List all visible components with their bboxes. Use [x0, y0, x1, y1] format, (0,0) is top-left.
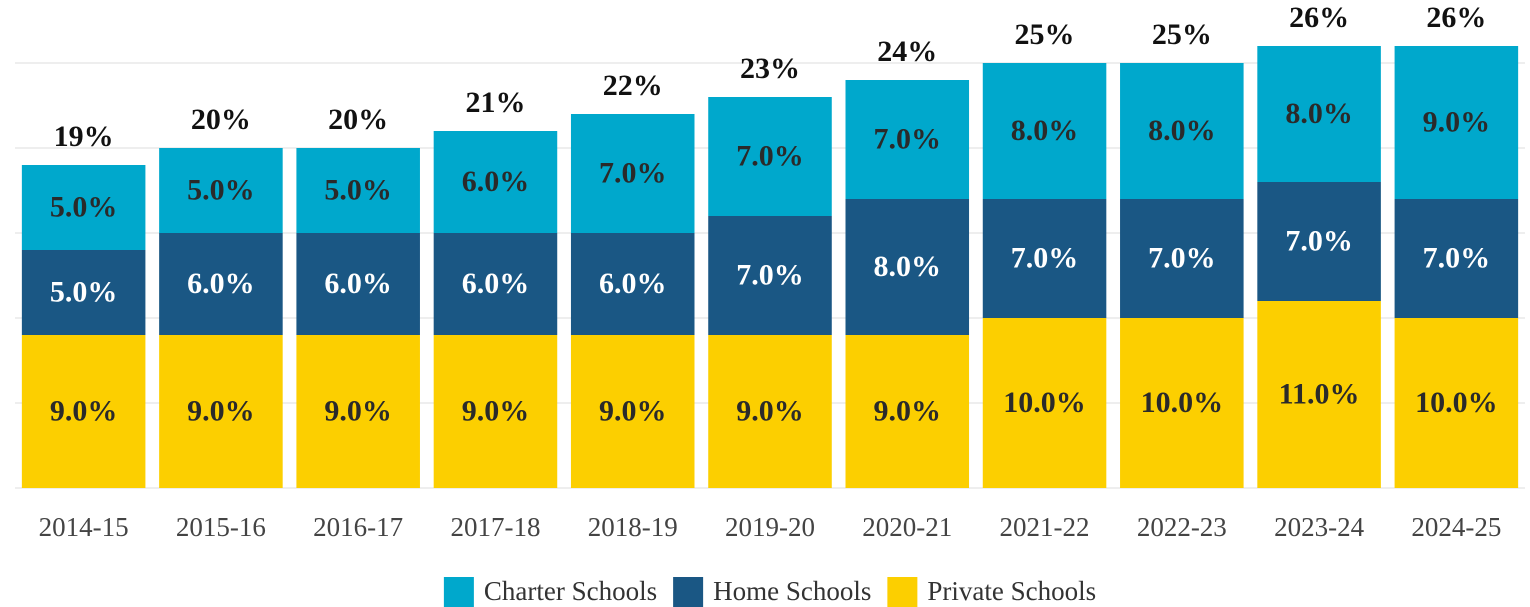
bar-segment [21, 250, 146, 335]
data-label: 5.0% [324, 173, 392, 206]
bar-segment [1394, 318, 1519, 488]
bar-segment [708, 97, 832, 216]
data-label: 6.0% [324, 267, 392, 300]
data-label: 7.0% [874, 122, 942, 155]
legend-swatch [673, 577, 704, 607]
data-label: 7.0% [736, 139, 804, 172]
x-tick-label: 2022-23 [1137, 512, 1227, 542]
data-label: 7.0% [599, 156, 667, 189]
bar-segment [296, 233, 420, 335]
x-tick-label: 2023-24 [1274, 512, 1364, 542]
data-label: 7.0% [1285, 224, 1353, 257]
bar-segment [1120, 318, 1244, 488]
bar-segment [1257, 182, 1381, 301]
data-label: 9.0% [599, 394, 667, 427]
legend-swatch [443, 577, 474, 607]
total-label: 25% [1152, 18, 1212, 51]
bar-segment [433, 335, 558, 488]
data-label: 5.0% [187, 173, 255, 206]
x-tick-label: 2024-25 [1411, 512, 1501, 542]
bar-segment [159, 148, 283, 233]
legend-swatch [887, 577, 918, 607]
data-label: 8.0% [874, 250, 942, 283]
data-label: 8.0% [1011, 114, 1079, 147]
bar-segment [159, 335, 283, 488]
data-label: 10.0% [1141, 386, 1224, 419]
data-label: 9.0% [50, 394, 118, 427]
data-label: 9.0% [187, 394, 255, 427]
bar-segment [1257, 301, 1381, 488]
data-label: 8.0% [1285, 97, 1353, 130]
bar-segment [1257, 46, 1381, 182]
data-label: 8.0% [1148, 114, 1216, 147]
data-label: 7.0% [1011, 241, 1079, 274]
data-label: 7.0% [736, 258, 804, 291]
bar-segment [159, 233, 283, 335]
x-tick-label: 2014-15 [39, 512, 129, 542]
total-label: 23% [740, 52, 800, 85]
data-label: 9.0% [874, 394, 942, 427]
x-tick-label: 2020-21 [862, 512, 952, 542]
x-tick-label: 2021-22 [1000, 512, 1090, 542]
data-label: 5.0% [50, 275, 118, 308]
total-label: 22% [603, 69, 663, 102]
x-tick-label: 2019-20 [725, 512, 815, 542]
bar-segment [21, 165, 146, 250]
data-label: 9.0% [324, 394, 392, 427]
data-label: 7.0% [1423, 241, 1491, 274]
total-label: 20% [191, 103, 251, 136]
data-label: 9.0% [1423, 105, 1491, 138]
x-tick-label: 2015-16 [176, 512, 266, 542]
total-label: 26% [1289, 1, 1349, 34]
x-tick-label: 2017-18 [450, 512, 540, 542]
legend: Charter Schools Home Schools Private Schoo… [443, 576, 1096, 607]
data-label: 7.0% [1148, 241, 1216, 274]
data-label: 9.0% [462, 394, 530, 427]
data-label: 6.0% [462, 165, 530, 198]
data-label: 10.0% [1003, 386, 1086, 419]
data-label: 10.0% [1415, 386, 1498, 419]
data-label: 6.0% [187, 267, 255, 300]
bar-segment [982, 199, 1107, 318]
bar-segment [296, 335, 420, 488]
data-label: 11.0% [1279, 377, 1360, 410]
x-tick-label: 2016-17 [313, 512, 403, 542]
data-label: 9.0% [736, 394, 804, 427]
bar-segment [1394, 46, 1519, 199]
bar-segment [1120, 199, 1244, 318]
data-label: 6.0% [462, 267, 530, 300]
total-label: 20% [328, 103, 388, 136]
legend-label: Private Schools [927, 576, 1096, 606]
legend-label: Home Schools [713, 576, 871, 606]
bar-segment [433, 233, 558, 335]
total-label: 21% [465, 86, 525, 119]
total-label: 24% [877, 35, 937, 68]
bar-segment [570, 335, 695, 488]
bar-segment [982, 63, 1107, 199]
bar-segment [1120, 63, 1244, 199]
total-label: 26% [1426, 1, 1486, 34]
total-label: 25% [1015, 18, 1075, 51]
bar-segment [845, 199, 970, 335]
data-label: 6.0% [599, 267, 667, 300]
bar-segment [845, 335, 970, 488]
legend-label: Charter Schools [484, 576, 657, 606]
bar-segment [296, 148, 420, 233]
bar-segment [21, 335, 146, 488]
bar-segment [982, 318, 1107, 488]
total-label: 19% [54, 120, 114, 153]
bar-segment [1394, 199, 1519, 318]
x-tick-label: 2018-19 [588, 512, 678, 542]
bar-segment [708, 216, 832, 335]
bar-segment [845, 80, 970, 199]
bar-segment [433, 131, 558, 233]
data-label: 5.0% [50, 190, 118, 223]
bar-segment [570, 233, 695, 335]
bar-segment [708, 335, 832, 488]
bar-segment [570, 114, 695, 233]
